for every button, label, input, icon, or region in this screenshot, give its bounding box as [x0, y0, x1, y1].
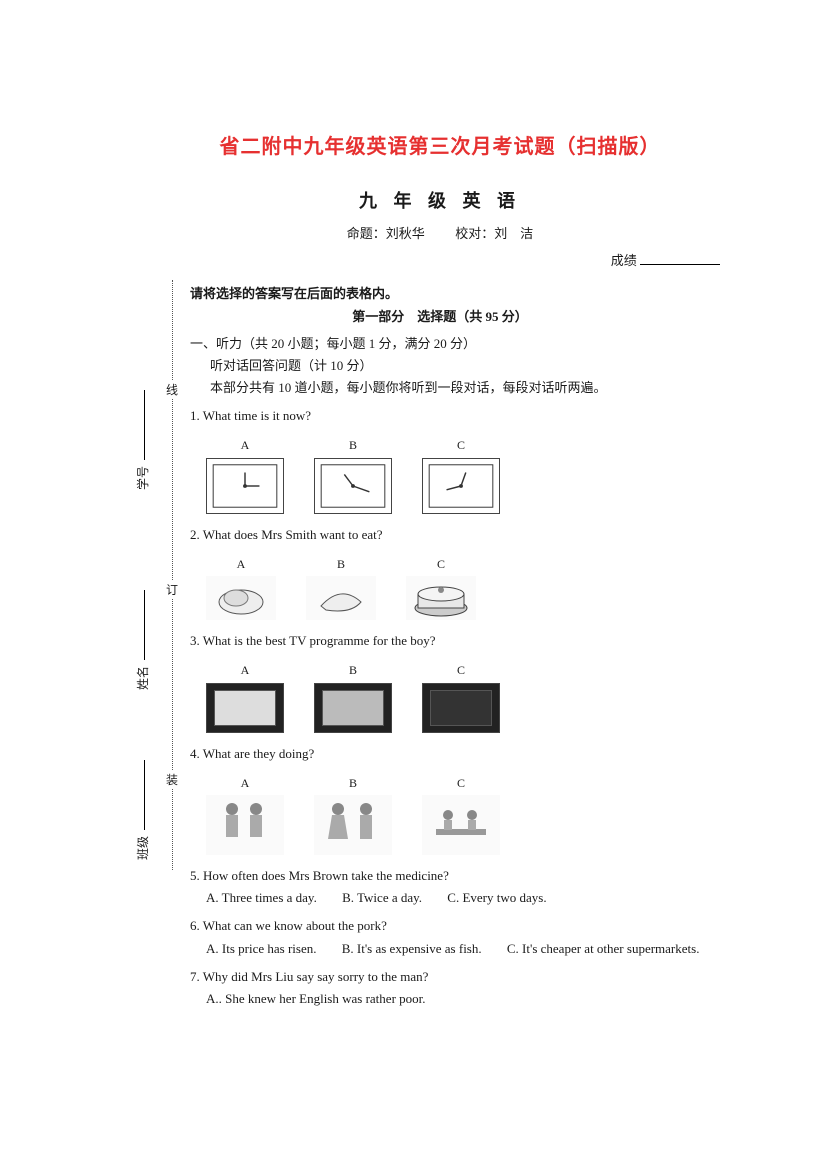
q1-options: A B C — [206, 435, 750, 513]
q2-opt-a: A — [206, 554, 276, 620]
people-icon — [314, 795, 392, 855]
q2-opt-b: B — [306, 554, 376, 620]
page-body: 省二附中九年级英语第三次月考试题（扫描版） 九 年 级 英 语 命题：刘秋华 校… — [130, 130, 750, 1010]
q3-opt-a: A — [206, 660, 284, 732]
q6-options: A. Its price has risen. B. It's as expen… — [206, 938, 750, 960]
q1-opt-a: A — [206, 435, 284, 513]
question-5: 5. How often does Mrs Brown take the med… — [190, 865, 750, 887]
score-line: 成绩 — [130, 250, 750, 269]
clock-icon — [422, 458, 500, 514]
q6-opt-c: C. It's cheaper at other supermarkets. — [507, 938, 700, 960]
listening-sub1: 听对话回答问题（计 10 分） — [210, 355, 750, 377]
sub-title: 九 年 级 英 语 — [130, 187, 750, 213]
author-label: 命题： — [347, 226, 386, 241]
q5-opt-b: B. Twice a day. — [342, 887, 422, 909]
question-3: 3. What is the best TV programme for the… — [190, 630, 750, 652]
checker-name: 刘 洁 — [494, 226, 533, 241]
content-block: 一、听力（共 20 小题；每小题 1 分，满分 20 分） 听对话回答问题（计 … — [190, 333, 750, 1010]
q5-options: A. Three times a day. B. Twice a day. C.… — [206, 887, 750, 909]
question-6: 6. What can we know about the pork? — [190, 915, 750, 937]
q5-opt-c: C. Every two days. — [447, 887, 546, 909]
q4-opt-b: B — [314, 773, 392, 855]
main-title: 省二附中九年级英语第三次月考试题（扫描版） — [130, 130, 750, 159]
answer-instruction: 请将选择的答案写在后面的表格内。 — [190, 283, 750, 302]
cake-icon — [406, 576, 476, 620]
question-4: 4. What are they doing? — [190, 743, 750, 765]
q1-opt-c: C — [422, 435, 500, 513]
tv-icon — [206, 683, 284, 733]
listening-sub2: 本部分共有 10 道小题，每小题你将听到一段对话，每段对话听两遍。 — [210, 377, 750, 399]
checker-label: 校对： — [455, 226, 494, 241]
q6-opt-a: A. Its price has risen. — [206, 938, 316, 960]
q3-options: A B C — [206, 660, 750, 732]
food-icon — [306, 576, 376, 620]
q2-opt-c: C — [406, 554, 476, 620]
clock-icon — [314, 458, 392, 514]
q4-options: A B C — [206, 773, 750, 855]
section1-heading: 第一部分 选择题（共 95 分） — [130, 306, 750, 325]
q5-opt-a: A. Three times a day. — [206, 887, 317, 909]
q7-options: A.. She knew her English was rather poor… — [206, 988, 750, 1010]
people-icon — [206, 795, 284, 855]
question-1: 1. What time is it now? — [190, 405, 750, 427]
listening-heading: 一、听力（共 20 小题；每小题 1 分，满分 20 分） — [190, 333, 750, 355]
q3-opt-c: C — [422, 660, 500, 732]
question-2: 2. What does Mrs Smith want to eat? — [190, 524, 750, 546]
score-label: 成绩 — [611, 253, 637, 268]
byline: 命题：刘秋华 校对：刘 洁 — [130, 223, 750, 242]
tv-icon — [422, 683, 500, 733]
q6-opt-b: B. It's as expensive as fish. — [342, 938, 482, 960]
tv-icon — [314, 683, 392, 733]
q2-options: A B C — [206, 554, 750, 620]
people-icon — [422, 795, 500, 855]
clock-icon — [206, 458, 284, 514]
author-name: 刘秋华 — [386, 226, 425, 241]
q3-opt-b: B — [314, 660, 392, 732]
score-blank — [640, 264, 720, 265]
question-7: 7. Why did Mrs Liu say say sorry to the … — [190, 966, 750, 988]
q7-opt-a: A.. She knew her English was rather poor… — [206, 988, 426, 1010]
q4-opt-c: C — [422, 773, 500, 855]
food-icon — [206, 576, 276, 620]
q1-opt-b: B — [314, 435, 392, 513]
q4-opt-a: A — [206, 773, 284, 855]
